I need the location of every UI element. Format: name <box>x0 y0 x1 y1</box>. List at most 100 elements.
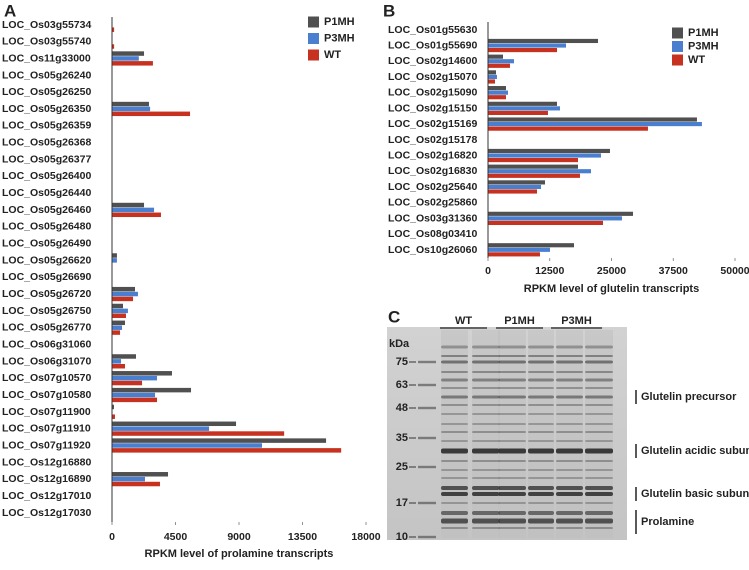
gel-band <box>528 486 554 490</box>
bar <box>488 174 580 178</box>
unit-label: kDa <box>389 338 410 350</box>
gel-band <box>556 492 583 496</box>
bar <box>488 189 537 193</box>
gel-band <box>472 371 500 373</box>
bar <box>112 292 138 296</box>
gel-band <box>556 413 583 415</box>
bar <box>112 398 157 402</box>
gel-band <box>585 371 613 373</box>
bar <box>488 106 560 110</box>
x-tick-label: 50000 <box>720 265 749 277</box>
category-label: LOC_Os05g26690 <box>2 271 91 283</box>
bar <box>488 248 550 252</box>
bar <box>112 314 126 318</box>
bar <box>488 39 598 43</box>
gel-band <box>472 486 500 490</box>
category-label: LOC_Os12g16880 <box>2 456 91 468</box>
gel-band <box>556 361 583 364</box>
gel-band <box>556 371 583 373</box>
category-label: LOC_Os05g26750 <box>2 305 91 317</box>
bar <box>112 482 160 486</box>
bar <box>488 180 545 184</box>
category-label: LOC_Os05g26377 <box>2 153 91 165</box>
marker-label: 63 <box>396 379 408 391</box>
gel-band <box>441 486 468 490</box>
gel-band <box>585 431 613 433</box>
gel-band <box>441 469 468 471</box>
category-label: LOC_Os05g26440 <box>2 187 91 199</box>
bar <box>488 185 541 189</box>
bar <box>112 388 191 392</box>
gel-band <box>441 519 468 524</box>
gel-band <box>441 371 468 373</box>
gel-band <box>498 502 526 504</box>
gel-band <box>585 423 613 425</box>
gel-band <box>528 346 554 349</box>
gel-band <box>556 423 583 425</box>
category-label: LOC_Os01g55690 <box>388 39 477 51</box>
bar <box>112 51 144 55</box>
gel-band <box>528 511 554 515</box>
marker-label: 48 <box>396 402 408 414</box>
panel-label: A <box>4 1 16 20</box>
gel-band <box>585 440 613 442</box>
category-label: LOC_Os03g31360 <box>388 212 477 224</box>
gel-band <box>472 449 500 454</box>
bar <box>488 70 496 74</box>
gel-band <box>528 387 554 389</box>
gel-band <box>498 361 526 364</box>
gel-band <box>472 404 500 406</box>
gel-band <box>441 387 468 389</box>
bar <box>488 95 506 99</box>
bar <box>488 86 506 90</box>
ladder-band <box>418 407 436 409</box>
bar <box>488 122 702 126</box>
bar <box>112 477 145 481</box>
gel-band <box>556 387 583 389</box>
ladder-band <box>418 437 436 439</box>
gel-band <box>556 502 583 504</box>
marker-label: 10 <box>396 531 408 543</box>
category-label: LOC_Os05g26460 <box>2 204 91 216</box>
gel-band <box>585 361 613 364</box>
x-tick-label: 0 <box>485 265 491 277</box>
bar <box>112 448 341 452</box>
gel-band <box>498 477 526 479</box>
gel-band <box>441 431 468 433</box>
category-label: LOC_Os02g25640 <box>388 181 477 193</box>
gel-band <box>441 502 468 504</box>
gel-band <box>585 404 613 406</box>
gel-band <box>585 396 613 399</box>
category-label: LOC_Os05g26400 <box>2 170 91 182</box>
ladder-band <box>418 361 436 363</box>
category-label: LOC_Os05g26350 <box>2 103 91 115</box>
gel-band <box>472 502 500 504</box>
category-label: LOC_Os03g55740 <box>2 36 91 48</box>
legend-label: P3MH <box>688 40 719 52</box>
gel-band <box>528 492 554 496</box>
gel-band <box>528 423 554 425</box>
bar <box>112 297 133 301</box>
gel-band <box>556 460 583 462</box>
category-label: LOC_Os12g17010 <box>2 490 91 502</box>
bar <box>112 393 155 397</box>
gel-band <box>585 492 613 496</box>
bar <box>112 443 262 447</box>
bar <box>488 158 578 162</box>
gel-band <box>498 379 526 382</box>
ladder-band <box>418 384 436 386</box>
gel-band <box>498 413 526 415</box>
bar <box>112 309 128 313</box>
gel-band <box>498 449 526 454</box>
bar <box>112 287 135 291</box>
gel-band <box>472 440 500 442</box>
bar <box>112 376 157 380</box>
bar <box>488 102 557 106</box>
gel-band <box>498 346 526 349</box>
category-label: LOC_Os05g26720 <box>2 288 91 300</box>
gel-band <box>472 519 500 524</box>
bar <box>112 371 172 375</box>
gel-band <box>528 440 554 442</box>
bar <box>488 169 591 173</box>
x-tick-label: 13500 <box>288 531 317 543</box>
